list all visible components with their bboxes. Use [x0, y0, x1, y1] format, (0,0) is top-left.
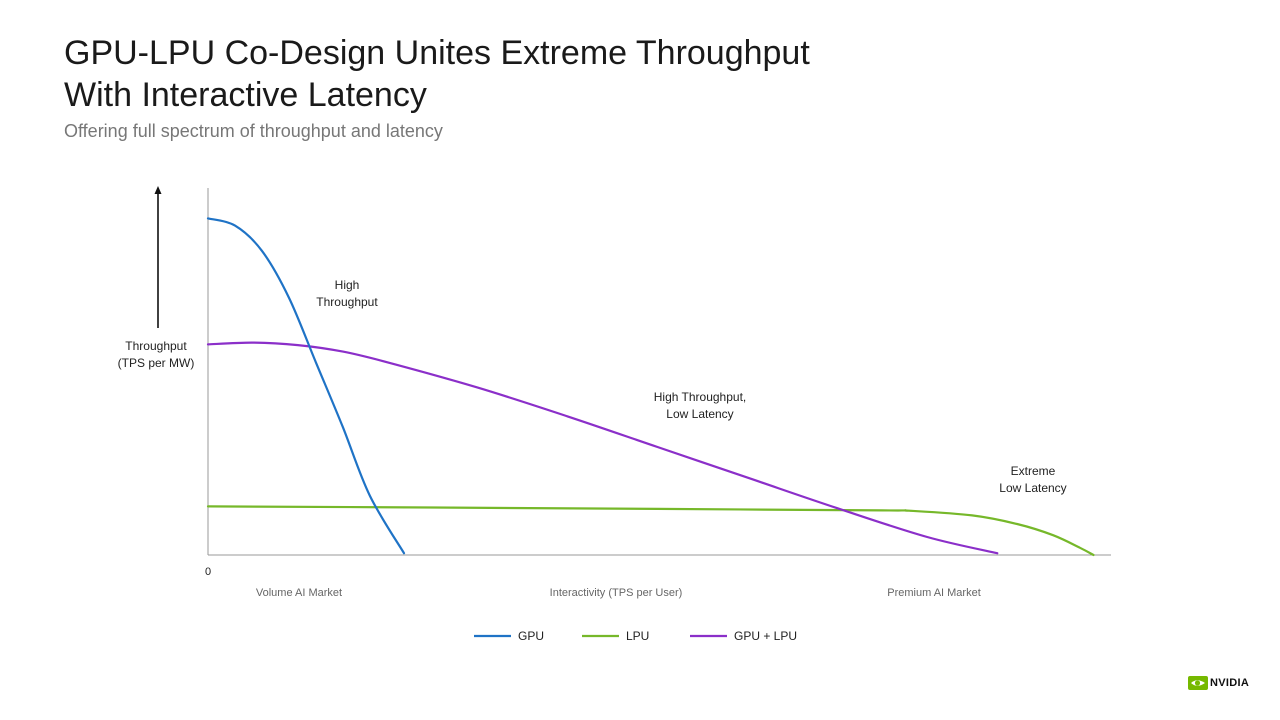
y-axis-label: Throughput [125, 339, 187, 353]
nvidia-logo-text: NVIDIA [1210, 677, 1250, 689]
nvidia-eye-icon [1188, 676, 1208, 690]
x-axis-label: Interactivity (TPS per User) [550, 587, 683, 599]
legend-label: LPU [626, 629, 649, 643]
annotation-label: Throughput [316, 295, 378, 309]
page-subtitle: Offering full spectrum of throughput and… [64, 121, 443, 141]
annotation-label: Low Latency [999, 481, 1066, 495]
y-axis-label: (TPS per MW) [118, 356, 195, 370]
legend-label: GPU + LPU [734, 629, 797, 643]
annotation-label: High Throughput, [654, 390, 747, 404]
legend-label: GPU [518, 629, 544, 643]
series-line-gpu [206, 217, 406, 555]
x-region-label-volume: Volume AI Market [256, 587, 342, 599]
series-line-lpu [206, 505, 1095, 557]
x-region-label-premium: Premium AI Market [887, 587, 981, 599]
y-axis-arrow-head [154, 186, 162, 194]
series-line-gpu-lpu [206, 341, 999, 555]
page-title: GPU-LPU Co-Design Unites Extreme Through… [64, 34, 810, 114]
nvidia-logo: NVIDIA [1188, 676, 1249, 690]
x-origin-label: 0 [205, 566, 211, 578]
annotation-label: Extreme [1011, 464, 1056, 478]
annotation-label: Low Latency [666, 407, 733, 421]
annotation-label: High [335, 278, 360, 292]
